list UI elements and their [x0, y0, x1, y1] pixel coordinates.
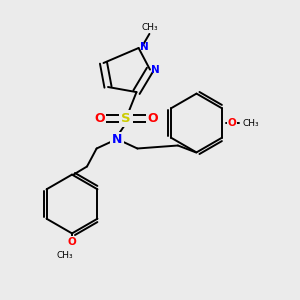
Text: O: O	[147, 112, 158, 125]
Text: CH₃: CH₃	[56, 251, 73, 260]
Text: N: N	[140, 42, 149, 52]
Text: N: N	[112, 133, 122, 146]
Text: S: S	[121, 112, 131, 125]
Text: CH₃: CH₃	[242, 118, 259, 127]
Text: N: N	[152, 64, 160, 75]
Text: CH₃: CH₃	[142, 22, 158, 32]
Text: O: O	[68, 237, 76, 247]
Text: O: O	[227, 118, 236, 128]
Text: O: O	[94, 112, 105, 125]
